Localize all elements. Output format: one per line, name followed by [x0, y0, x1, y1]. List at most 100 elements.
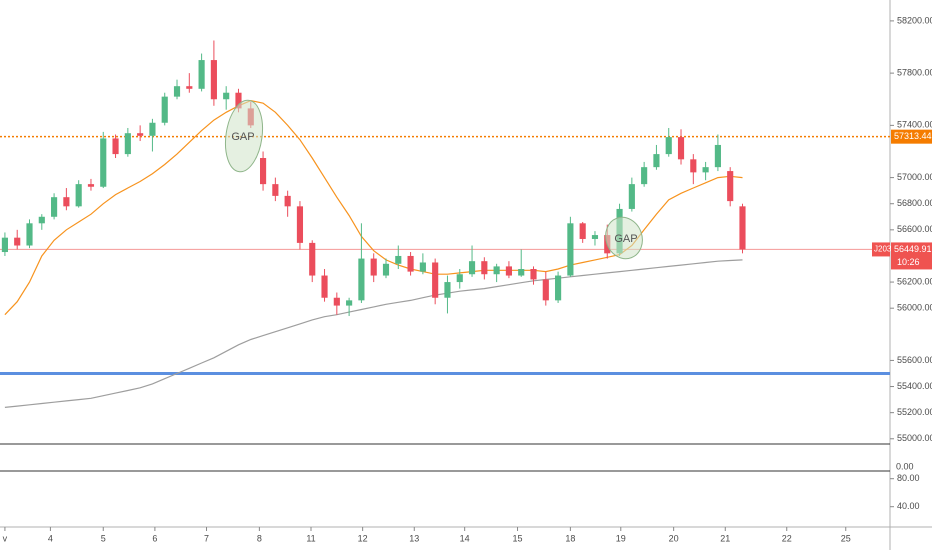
y-tick-label: 56200.00 — [897, 276, 932, 286]
x-tick-label: 19 — [616, 533, 626, 543]
level-label: 57313.44 — [894, 131, 932, 141]
candle-body — [690, 159, 697, 173]
y-tick-label: 80.00 — [897, 473, 920, 483]
candle-body — [358, 258, 365, 301]
candle-body — [702, 167, 709, 173]
gap-annotation: GAP — [224, 99, 264, 173]
gap-label: GAP — [231, 131, 254, 143]
candle-body — [1, 237, 8, 253]
candle-body — [112, 138, 119, 155]
last-price-tag — [891, 242, 932, 270]
x-tick-label: 15 — [513, 533, 523, 543]
candle-body — [272, 184, 279, 196]
candle-body — [259, 158, 267, 185]
moving-average — [4, 259, 743, 408]
x-tick-label: v — [3, 533, 8, 543]
x-tick-label: 13 — [409, 533, 419, 543]
candle-body — [63, 197, 70, 207]
y-tick-label: 58200.00 — [897, 15, 932, 25]
y-tick-label: 55200.00 — [897, 407, 932, 417]
y-tick-label: 57800.00 — [897, 68, 932, 78]
gap-annotation: GAP — [605, 216, 643, 260]
candle-body — [407, 255, 414, 272]
candle-body — [333, 297, 340, 306]
candle-body — [149, 122, 156, 136]
x-tick-label: 8 — [257, 533, 262, 543]
level-tag — [891, 129, 932, 144]
gap-ellipse — [605, 216, 643, 260]
candle-body — [346, 300, 353, 306]
candle-body — [641, 167, 648, 185]
candle-body — [161, 96, 168, 123]
candle-body — [382, 263, 390, 276]
x-tick-label: 22 — [782, 533, 792, 543]
candle-body — [198, 60, 205, 89]
candle-body — [714, 144, 721, 168]
candle-body — [518, 269, 525, 276]
candle-body — [665, 137, 672, 155]
candle-body — [739, 206, 746, 250]
y-tick-label: 40.00 — [897, 501, 920, 511]
x-tick-label: 4 — [48, 533, 53, 543]
candle-body — [542, 279, 549, 301]
candle-body — [124, 133, 131, 155]
candle-body — [505, 266, 512, 276]
candle-body — [591, 235, 599, 239]
candle-body — [87, 184, 95, 187]
x-tick-label: 5 — [101, 533, 106, 543]
y-tick-label: 55000.00 — [897, 433, 932, 443]
candle-body — [432, 262, 439, 298]
x-tick-label: 11 — [306, 533, 315, 543]
candle-body — [14, 237, 21, 246]
y-tick-label: 0.00 — [896, 461, 914, 471]
x-tick-label: 6 — [152, 533, 157, 543]
x-tick-label: 20 — [669, 533, 679, 543]
candle-body — [321, 275, 328, 298]
symbol-tag — [872, 242, 890, 257]
gap-label: GAP — [614, 233, 637, 245]
candle-body — [419, 262, 426, 272]
candle-body — [530, 269, 537, 280]
symbol-label: J203 — [874, 245, 892, 254]
candle-body — [284, 195, 291, 207]
y-tick-label: 56600.00 — [897, 224, 932, 234]
x-tick-label: 18 — [565, 533, 575, 543]
candle-body — [100, 138, 107, 187]
x-tick-label: 14 — [460, 533, 470, 543]
candle-body — [38, 216, 45, 224]
candle-body — [653, 154, 660, 168]
candle-body — [173, 86, 181, 97]
y-tick-label: 56800.00 — [897, 198, 932, 208]
y-tick-label: 57000.00 — [897, 172, 932, 182]
candle-body — [296, 206, 304, 243]
candle-body — [456, 274, 463, 283]
candle-body — [493, 266, 500, 275]
candle-body — [395, 255, 402, 264]
candle-body — [567, 223, 574, 276]
x-tick-label: 7 — [204, 533, 209, 543]
gap-ellipse — [224, 99, 264, 173]
x-tick-label: 12 — [358, 533, 368, 543]
countdown-label: 10:26 — [897, 257, 920, 267]
candle-body — [370, 258, 377, 276]
candle-body — [579, 223, 586, 239]
y-tick-label: 55600.00 — [897, 355, 932, 365]
candle-body — [210, 60, 217, 100]
last-price-label: 56449.91 — [894, 244, 932, 254]
candle-body — [481, 261, 488, 275]
y-tick-label: 56000.00 — [897, 303, 932, 313]
candle-body — [186, 86, 193, 89]
candle-body — [137, 133, 144, 136]
candle-body — [555, 275, 562, 301]
candle-body — [51, 197, 58, 217]
y-tick-label: 55400.00 — [897, 381, 932, 391]
candle-body — [628, 184, 635, 209]
candle-body — [235, 92, 242, 109]
x-tick-label: 21 — [720, 533, 730, 543]
candle-body — [223, 92, 230, 100]
candle-body — [677, 137, 685, 160]
candle-body — [26, 223, 33, 246]
candle-body — [468, 261, 476, 275]
